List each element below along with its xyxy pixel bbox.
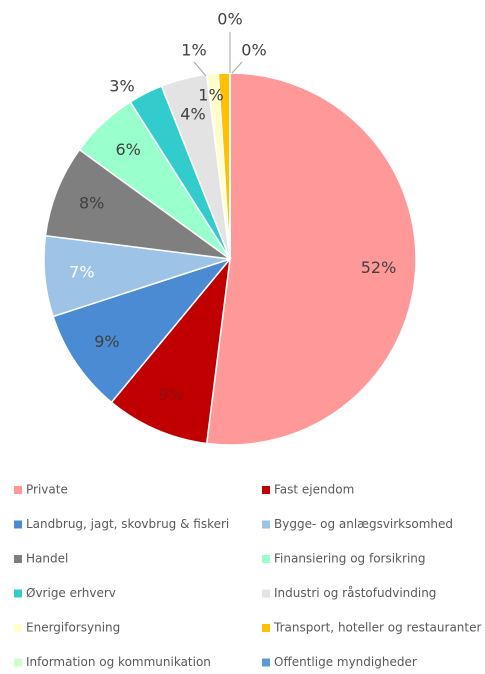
- legend-label: Industri og råstofudvinding: [274, 586, 436, 600]
- legend-swatch: [262, 589, 270, 598]
- data-label: 6%: [115, 140, 140, 159]
- legend-label: Fast ejendom: [274, 483, 354, 497]
- legend-swatch: [262, 624, 270, 632]
- data-label: 7%: [69, 263, 94, 282]
- data-label: 4%: [180, 104, 205, 123]
- leader-line: [193, 61, 207, 77]
- legend-swatch: [262, 555, 270, 563]
- pie-slice: [110, 256, 232, 445]
- data-label: 8%: [79, 194, 104, 213]
- data-label: 9%: [158, 385, 183, 404]
- legend-swatch: [14, 520, 22, 529]
- legend-label: Bygge- og anlægsvirksomhed: [274, 517, 453, 531]
- data-label: 52%: [361, 258, 397, 277]
- legend-swatch: [262, 486, 270, 494]
- legend-label: Transport, hoteller og restauranter: [273, 621, 481, 635]
- data-label: 0%: [241, 41, 266, 60]
- legend-swatch: [14, 624, 22, 632]
- data-label: 3%: [109, 77, 134, 96]
- pie-slice: [205, 72, 417, 446]
- data-label: 9%: [94, 332, 119, 351]
- legend-label: Information og kommunikation: [26, 655, 211, 669]
- legend-label: Energiforsyning: [26, 621, 120, 635]
- legend-swatch: [262, 658, 270, 667]
- data-label: 0%: [217, 10, 242, 29]
- leader-line: [231, 61, 243, 74]
- legend-label: Landbrug, jagt, skovbrug & fiskeri: [26, 517, 229, 531]
- pie-slice: [52, 257, 233, 404]
- data-label: 1%: [198, 86, 223, 105]
- legend-label: Offentlige myndigheder: [274, 655, 417, 669]
- legend-label: Finansiering og forsikring: [274, 552, 426, 566]
- legend-swatch: [14, 589, 22, 598]
- legend-label: Private: [26, 483, 68, 497]
- legend-label: Handel: [26, 552, 68, 566]
- legend-label: Øvrige erhverv: [26, 586, 116, 600]
- data-label: 1%: [181, 41, 206, 60]
- legend-swatch: [14, 486, 22, 494]
- pie-slice: [44, 148, 231, 260]
- legend-swatch: [14, 555, 22, 563]
- legend-swatch: [14, 658, 22, 667]
- legend-swatch: [262, 520, 270, 529]
